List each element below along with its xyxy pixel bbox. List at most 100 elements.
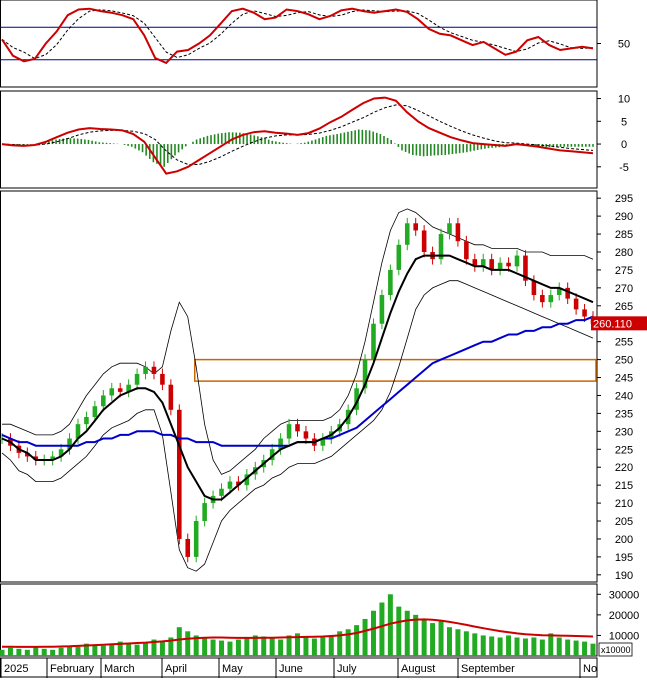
candle-body bbox=[354, 388, 359, 410]
volume-unit-box bbox=[598, 642, 633, 657]
volume-bar bbox=[514, 637, 520, 656]
last-price-tag-background bbox=[591, 316, 647, 331]
volume-bar bbox=[497, 637, 503, 656]
volume-bar bbox=[143, 642, 149, 656]
price-tick-label: 245 bbox=[615, 373, 633, 385]
volume-tick-label: 30000 bbox=[609, 589, 640, 601]
candle-body bbox=[388, 269, 393, 296]
price-tick-label: 235 bbox=[615, 408, 633, 420]
price-tick-label: 215 bbox=[615, 480, 633, 492]
volume-bar bbox=[0, 649, 5, 656]
volume-bar bbox=[176, 627, 182, 656]
volume-bar bbox=[430, 623, 436, 656]
candle-body bbox=[67, 438, 72, 450]
rsi-panel: 50 bbox=[0, 0, 630, 88]
volume-bar bbox=[168, 637, 174, 656]
candle-body bbox=[269, 449, 275, 461]
volume-bar bbox=[252, 635, 258, 656]
volume-bar bbox=[421, 618, 427, 656]
candle-body bbox=[421, 230, 427, 252]
rsi-signal-line bbox=[1, 9, 594, 60]
candle-body bbox=[202, 503, 207, 522]
macd-tick-label: 10 bbox=[618, 94, 630, 106]
candle-body bbox=[303, 431, 309, 439]
candle-body bbox=[362, 359, 368, 389]
rsi-line bbox=[1, 7, 594, 65]
candle-body bbox=[320, 438, 326, 446]
candle-body bbox=[286, 424, 292, 439]
candle-body bbox=[489, 259, 494, 270]
candle-body bbox=[227, 481, 233, 489]
candle-body bbox=[236, 481, 241, 486]
price-tick-label: 275 bbox=[615, 265, 633, 277]
candle-body bbox=[531, 280, 537, 296]
candle-body bbox=[455, 223, 461, 242]
support-zone-box bbox=[193, 358, 597, 382]
volume-bar bbox=[75, 646, 81, 656]
candle-body bbox=[33, 456, 39, 461]
volume-bar bbox=[33, 646, 39, 656]
volume-unit-label: x10000 bbox=[601, 645, 631, 655]
price-tick-label: 195 bbox=[615, 552, 633, 564]
month-label: May bbox=[222, 663, 243, 675]
rsi-tick-label: 50 bbox=[618, 39, 630, 51]
volume-bar bbox=[463, 631, 469, 656]
volume-bar bbox=[109, 643, 115, 656]
candle-body bbox=[565, 287, 570, 299]
volume-bar bbox=[92, 644, 98, 656]
candle-body bbox=[126, 384, 131, 392]
candle-body bbox=[84, 416, 89, 425]
candle-body bbox=[404, 223, 410, 245]
macd-tick-label: 0 bbox=[621, 139, 627, 151]
volume-bar bbox=[50, 649, 56, 656]
volume-bar bbox=[100, 645, 106, 656]
price-tick-label: 200 bbox=[615, 534, 633, 546]
volume-bar bbox=[362, 618, 368, 656]
price-tick-label: 210 bbox=[615, 498, 633, 510]
volume-bar bbox=[235, 639, 241, 656]
volume-bar bbox=[303, 637, 309, 656]
candle-body bbox=[75, 424, 81, 439]
volume-bar bbox=[404, 610, 410, 656]
volume-bar bbox=[582, 641, 588, 656]
candle-body bbox=[371, 323, 376, 360]
candle-body bbox=[573, 298, 579, 310]
month-label: July bbox=[337, 663, 357, 675]
volume-bar bbox=[126, 643, 132, 656]
volume-bar bbox=[210, 639, 216, 656]
volume-bar bbox=[151, 639, 157, 656]
candle-body bbox=[506, 262, 511, 267]
month-label: February bbox=[50, 663, 95, 675]
volume-bar bbox=[286, 635, 292, 656]
candle-body bbox=[25, 452, 30, 457]
volume-moving-average bbox=[2, 618, 594, 648]
volume-bar bbox=[269, 637, 275, 656]
volume-bar bbox=[261, 636, 267, 656]
candle-body bbox=[160, 373, 165, 385]
fast-moving-average bbox=[1, 254, 594, 501]
volume-bar bbox=[573, 640, 579, 656]
volume-bar bbox=[7, 647, 13, 656]
volume-bar bbox=[337, 631, 343, 656]
volume-bar bbox=[522, 638, 528, 656]
macd-panel: 10 5 0 -5 bbox=[0, 90, 630, 189]
volume-bar bbox=[489, 636, 495, 656]
volume-bar bbox=[396, 606, 402, 656]
price-tick-label: 220 bbox=[615, 462, 633, 474]
month-label: August bbox=[401, 663, 435, 675]
volume-bar bbox=[548, 633, 554, 656]
volume-unit: x10000 bbox=[598, 642, 633, 657]
month-label: No bbox=[583, 663, 597, 675]
candle-body bbox=[556, 287, 562, 296]
candle-body bbox=[480, 259, 486, 267]
candle-body bbox=[185, 538, 191, 557]
volume-bar bbox=[134, 644, 140, 656]
volume-bar bbox=[370, 610, 376, 656]
price-tick-label: 280 bbox=[615, 247, 633, 259]
bollinger-lower-band bbox=[1, 280, 594, 572]
volume-bar bbox=[480, 635, 486, 656]
volume-bar bbox=[24, 649, 30, 656]
month-label: September bbox=[461, 663, 515, 675]
